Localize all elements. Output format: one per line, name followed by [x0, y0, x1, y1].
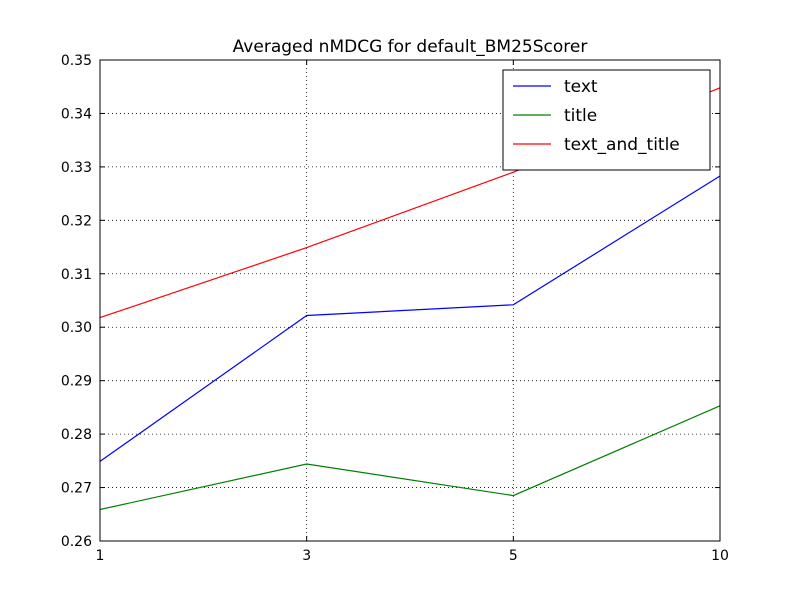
y-tick-label: 0.28: [61, 427, 92, 443]
x-tick-label: 1: [96, 548, 105, 564]
plot-frame: [99, 59, 721, 542]
series-line-title: [99, 405, 721, 511]
legend-box: [502, 69, 711, 171]
x-tick-label: 5: [509, 548, 518, 564]
y-tick-label: 0.29: [61, 374, 92, 390]
y-tick-label: 0.34: [61, 106, 92, 122]
x-tick-label: 3: [302, 548, 311, 564]
y-tick-label: 0.31: [61, 267, 92, 283]
legend-label: text_and_title: [564, 135, 680, 155]
legend: text title text_and_title: [502, 69, 711, 171]
legend-label: text: [564, 77, 598, 97]
axis-ticks: 1 3 5 10 0.26 0.27 0.28 0.29 0.30 0.31 0.32 0.33 0.3…: [61, 53, 729, 564]
y-tick-label: 0.27: [61, 481, 92, 497]
y-tick-label: 0.35: [61, 53, 92, 69]
y-tick-label: 0.33: [61, 160, 92, 176]
chart-title: Averaged nMDCG for default_BM25Scorer: [233, 37, 588, 57]
x-tick-label: 10: [711, 548, 729, 564]
legend-label: title: [564, 106, 597, 126]
y-tick-label: 0.32: [61, 213, 92, 229]
y-tick-label: 0.26: [61, 534, 92, 550]
series-line-text: [99, 175, 721, 462]
y-tick-label: 0.30: [61, 320, 92, 336]
